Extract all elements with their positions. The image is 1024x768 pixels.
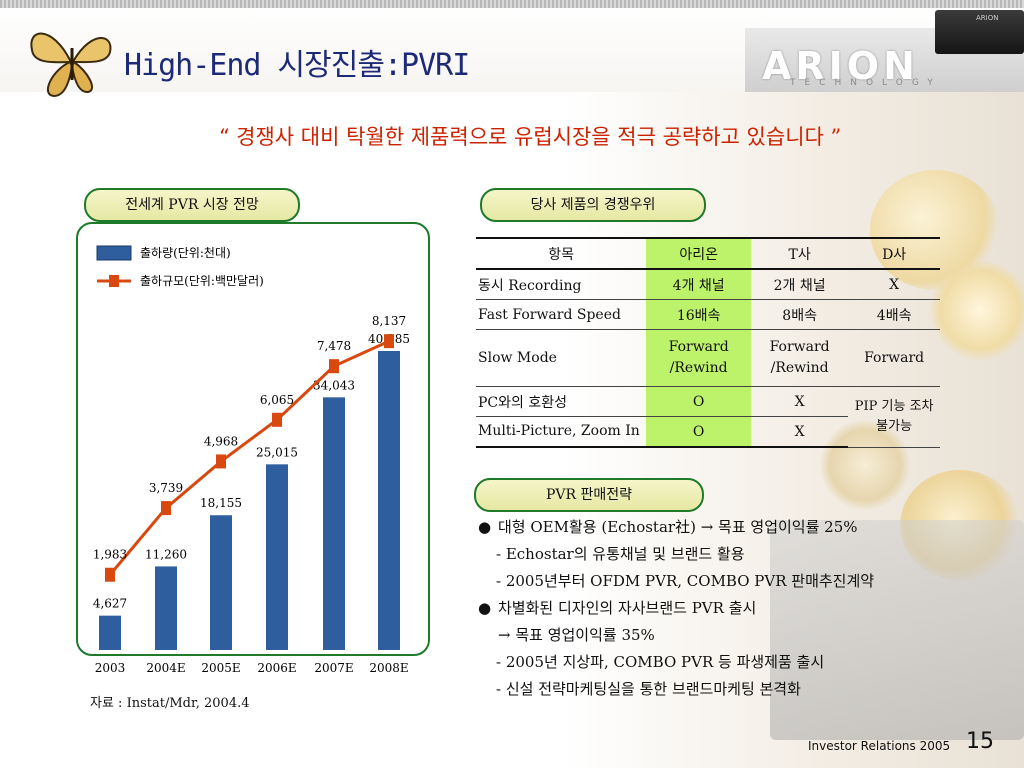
legend-bar-label: 출하량(단위:천대)	[140, 245, 231, 260]
list-item: - Echostar의 유통채널 및 브랜드 활용	[496, 545, 745, 563]
bar-value-label: 25,015	[256, 445, 298, 459]
pvr-market-chart: 출하량(단위:천대) 출하규모(단위:백만달러) 4,627 11,260 18,1…	[93, 245, 410, 675]
table-row: 동시 Recording 4개 채널 2개 채널 X	[476, 269, 940, 300]
x-tick-label: 2003	[95, 661, 126, 675]
cell-t: 8배속	[750, 299, 849, 330]
cell-arion: 16배속	[646, 299, 751, 330]
cell-arion: 4개 채널	[646, 269, 751, 300]
line-point-2007E	[329, 359, 339, 374]
table-row: Multi-Picture, Zoom In O X	[476, 416, 940, 448]
list-item: - 2005년 지상파, COMBO PVR 등 파생제품 출시	[496, 653, 825, 671]
line-value-label: 8,137	[372, 314, 406, 328]
cell-t: X	[750, 416, 849, 448]
market-outlook-pill: 전세계 PVR 시장 전망	[84, 188, 300, 222]
line-point-2004E	[161, 501, 171, 516]
cell-d: 4배속	[848, 299, 940, 330]
bar-2005E	[210, 515, 232, 650]
header-stripe	[0, 0, 1024, 8]
brand-logo: ARION	[762, 44, 919, 88]
x-tick-label: 2007E	[314, 661, 353, 675]
table-row: Fast Forward Speed 16배속 8배속 4배속	[476, 299, 940, 330]
list-item: ● 차별화된 디자인의 자사브랜드 PVR 출시	[478, 595, 978, 622]
bullet-icon: ●	[478, 599, 492, 617]
cell-t: 2개 채널	[750, 269, 849, 300]
cell-t: X	[750, 386, 849, 417]
x-tick-label: 2008E	[369, 661, 408, 675]
page-title: High-End 시장진출:PVRI	[124, 48, 470, 83]
line-point-2006E	[272, 412, 282, 427]
competitive-advantage-pill: 당사 제품의 경쟁우위	[480, 188, 706, 222]
bar-2007E	[323, 397, 345, 650]
header-arion: 아리온	[646, 237, 751, 270]
bar-2006E	[266, 464, 288, 650]
sales-strategy-pill: PVR 판매전략	[474, 478, 704, 512]
bar-value-label: 34,043	[313, 378, 355, 392]
header-d: D사	[848, 237, 940, 270]
x-tick-label: 2006E	[257, 661, 296, 675]
strategy-list: ● 대형 OEM활용 (Echostar社) → 목표 영업이익률 25% - E…	[478, 514, 978, 703]
cell-arion: O	[646, 386, 751, 417]
x-tick-label: 2005E	[201, 661, 240, 675]
list-item: → 목표 영업이익률 35%	[498, 626, 655, 644]
cell-arion: O	[646, 416, 751, 448]
chart-source: 자료 : Instat/Mdr, 2004.4	[90, 696, 250, 711]
line-value-label: 4,968	[204, 434, 238, 448]
butterfly-icon	[30, 32, 112, 98]
bar-2003	[99, 615, 121, 650]
bar-2004E	[155, 566, 177, 650]
row-label: 동시 Recording	[476, 269, 647, 300]
row-label: Fast Forward Speed	[476, 299, 647, 330]
header-item: 항목	[476, 237, 647, 270]
legend-bar-swatch	[96, 245, 132, 261]
line-value-label: 3,739	[149, 481, 183, 495]
list-item: - 2005년부터 OFDM PVR, COMBO PVR 판매추진계약	[496, 572, 875, 590]
cell-d: Forward	[848, 329, 940, 387]
line-point-2005E	[216, 454, 226, 469]
bar-value-label: 18,155	[200, 496, 242, 510]
footer-text: Investor Relations 2005	[808, 739, 951, 753]
brand-logo-subtitle: TECHNOLOGY	[790, 78, 942, 88]
comparison-table: 항목 아리온 T사 D사 동시 Recording 4개 채널 2개 채널 X …	[476, 237, 940, 448]
line-value-label: 6,065	[260, 393, 294, 407]
line-point-2003	[105, 567, 115, 582]
bar-value-label: 4,627	[93, 597, 127, 611]
x-tick-label: 2004E	[146, 661, 185, 675]
table-row: PC와의 호환성 O X PIP 기능 조차 불가능	[476, 386, 940, 448]
legend-line-marker	[109, 275, 119, 287]
line-point-2008E	[384, 334, 394, 349]
shipment-value-line	[108, 339, 390, 576]
header-t: T사	[750, 237, 849, 270]
page-number: 15	[966, 729, 994, 754]
cell-arion: Forward /Rewind	[646, 329, 751, 387]
cell-d: X	[848, 269, 940, 300]
row-label: Slow Mode	[476, 329, 647, 387]
headline-quote: “ 경쟁사 대비 탁월한 제품력으로 유럽시장을 적극 공략하고 있습니다 ”	[218, 125, 842, 149]
line-value-label: 1,983	[93, 548, 127, 562]
list-item: ● 대형 OEM활용 (Echostar社) → 목표 영업이익률 25%	[478, 514, 978, 541]
bar-2008E	[378, 350, 400, 650]
table-row: Slow Mode Forward /Rewind Forward /Rewin…	[476, 329, 940, 387]
bar-value-label: 11,260	[145, 547, 187, 561]
cell-d-merged: PIP 기능 조차 불가능	[848, 386, 940, 448]
line-value-label: 7,478	[317, 339, 351, 353]
table-header-row: 항목 아리온 T사 D사	[476, 237, 940, 270]
row-label: Multi-Picture, Zoom In	[476, 416, 647, 448]
row-label: PC와의 호환성	[476, 386, 647, 417]
device-image	[935, 10, 1024, 54]
legend-line-label: 출하규모(단위:백만달러)	[140, 274, 264, 288]
list-item: - 신설 전략마케팅실을 통한 브랜드마케팅 본격화	[496, 680, 801, 698]
cell-t: Forward /Rewind	[750, 329, 849, 387]
device-brand-label: ARION	[976, 14, 999, 22]
bullet-icon: ●	[478, 518, 492, 536]
list-item-text: 차별화된 디자인의 자사브랜드 PVR 출시	[498, 599, 757, 617]
list-item-text: 대형 OEM활용 (Echostar社) → 목표 영업이익률 25%	[498, 518, 858, 536]
